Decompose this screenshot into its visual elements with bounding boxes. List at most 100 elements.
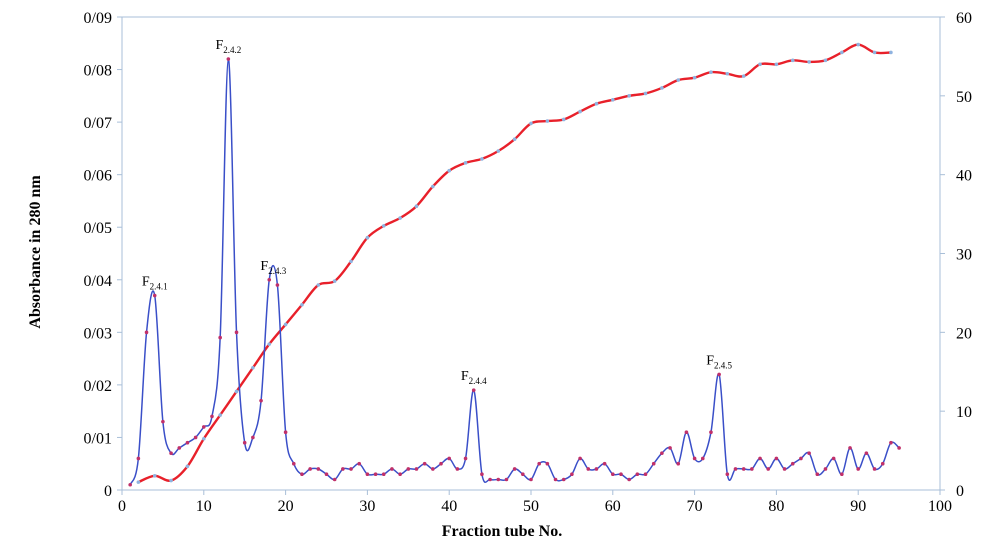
x-tick-label: 70 xyxy=(687,498,703,515)
absorbance-data-point xyxy=(193,435,198,440)
absorbance-data-point xyxy=(643,472,648,477)
gradient-data-point xyxy=(561,117,566,122)
y-tick-label: 0/07 xyxy=(84,115,112,132)
absorbance-data-point xyxy=(807,451,811,456)
y2-tick-label: 10 xyxy=(956,404,972,421)
absorbance-data-point xyxy=(651,461,656,466)
absorbance-data-point xyxy=(316,467,321,471)
absorbance-data-point xyxy=(357,461,362,466)
gradient-data-point xyxy=(627,94,631,98)
absorbance-data-point xyxy=(259,398,263,403)
gradient-data-point xyxy=(758,62,762,67)
peak-label: F2.4.4 xyxy=(461,369,487,386)
gradient-data-point xyxy=(202,436,206,441)
y-tick-label: 0/09 xyxy=(84,10,112,27)
absorbance-data-point xyxy=(226,57,231,61)
absorbance-data-point xyxy=(283,430,288,434)
x-tick-label: 30 xyxy=(359,498,375,515)
absorbance-data-point xyxy=(341,467,345,471)
absorbance-data-point xyxy=(766,467,771,471)
gradient-data-point xyxy=(545,119,550,123)
absorbance-data-point xyxy=(381,472,386,477)
gradient-data-point xyxy=(741,74,746,78)
gradient-data-point xyxy=(676,78,681,82)
absorbance-data-point xyxy=(308,467,312,471)
peak-label: F2.4.5 xyxy=(706,353,732,370)
peak-label: F2.4.1 xyxy=(142,275,168,292)
gradient-data-point xyxy=(643,91,648,96)
absorbance-data-point xyxy=(202,425,206,429)
gradient-data-point xyxy=(840,50,844,55)
y2-tick-label: 40 xyxy=(956,168,972,185)
absorbance-data-point xyxy=(872,467,877,471)
gradient-series-line xyxy=(137,43,891,484)
gradient-data-point xyxy=(218,413,222,417)
gradient-data-point xyxy=(709,70,713,74)
gradient-data-point xyxy=(660,86,664,90)
absorbance-data-point xyxy=(177,446,182,450)
absorbance-data-point xyxy=(234,330,239,335)
absorbance-data-point xyxy=(774,456,779,461)
absorbance-data-point xyxy=(700,456,705,461)
absorbance-data-point xyxy=(406,467,411,471)
y-tick-label: 0/02 xyxy=(84,378,112,395)
gradient-data-point xyxy=(480,157,484,161)
absorbance-data-point xyxy=(332,477,337,482)
y-tick-label: 0/01 xyxy=(84,430,112,447)
y-tick-label: 0 xyxy=(104,483,112,500)
gradient-data-point xyxy=(136,480,141,484)
absorbance-data-point xyxy=(733,467,738,471)
absorbance-data-point xyxy=(504,477,509,482)
gradient-data-point xyxy=(512,137,517,141)
peak-label: F2.4.3 xyxy=(260,259,286,276)
absorbance-data-point xyxy=(512,467,517,471)
gradient-data-point xyxy=(774,62,779,67)
absorbance-data-point xyxy=(725,472,730,477)
absorbance-data-point xyxy=(300,472,304,477)
y-tick-label: 0/04 xyxy=(84,273,112,290)
absorbance-data-point xyxy=(161,419,165,424)
gradient-data-point xyxy=(169,478,173,483)
absorbance-data-point xyxy=(750,467,754,471)
absorbance-data-point xyxy=(790,461,795,466)
absorbance-data-point xyxy=(251,435,255,440)
absorbance-data-point xyxy=(586,467,591,471)
gradient-data-point xyxy=(234,389,239,394)
absorbance-data-point xyxy=(398,472,402,477)
y2-tick-label: 50 xyxy=(956,89,972,106)
gradient-data-point xyxy=(300,302,304,307)
absorbance-data-point xyxy=(823,467,828,471)
peak-label: F2.4.2 xyxy=(215,38,241,55)
absorbance-data-point xyxy=(880,461,885,466)
absorbance-data-point xyxy=(529,477,533,482)
x-tick-label: 60 xyxy=(605,498,621,515)
absorbance-data-point xyxy=(496,477,501,482)
absorbance-data-point xyxy=(136,456,141,461)
y-tick-label: 0/05 xyxy=(84,220,112,237)
absorbance-data-point xyxy=(128,482,132,487)
absorbance-data-point xyxy=(185,440,190,445)
absorbance-data-point xyxy=(889,440,893,445)
absorbance-data-point xyxy=(709,430,713,434)
absorbance-data-point xyxy=(594,467,599,471)
absorbance-data-point xyxy=(242,440,247,445)
gradient-data-point xyxy=(365,235,370,240)
absorbance-data-point xyxy=(741,467,746,471)
x-tick-label: 10 xyxy=(196,498,212,515)
gradient-data-point xyxy=(790,58,795,63)
absorbance-series-line xyxy=(129,58,900,486)
absorbance-data-point xyxy=(422,461,427,466)
gradient-data-point xyxy=(872,50,877,55)
absorbance-data-point xyxy=(864,451,869,456)
absorbance-data-point xyxy=(488,477,492,482)
gradient-data-point xyxy=(692,75,697,80)
gradient-data-point xyxy=(594,101,599,106)
absorbance-data-point xyxy=(390,467,394,471)
absorbance-data-point xyxy=(627,477,631,482)
y2-tick-label: 0 xyxy=(956,483,964,500)
absorbance-data-point xyxy=(676,461,681,466)
absorbance-data-point xyxy=(365,472,370,477)
absorbance-data-point xyxy=(521,472,525,477)
x-tick-label: 50 xyxy=(523,498,539,515)
